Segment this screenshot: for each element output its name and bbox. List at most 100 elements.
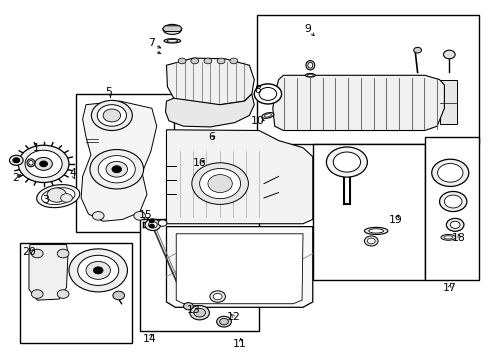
Circle shape [31,290,43,298]
Bar [439,80,456,125]
Circle shape [40,161,47,167]
Circle shape [78,255,119,285]
Circle shape [13,158,20,163]
Circle shape [158,220,166,226]
Text: 4: 4 [69,168,76,178]
Circle shape [216,316,231,327]
Circle shape [148,222,157,228]
Circle shape [254,84,281,104]
Circle shape [31,249,43,258]
Circle shape [449,221,459,228]
Circle shape [190,58,198,64]
Circle shape [57,290,69,298]
Ellipse shape [41,188,75,204]
Bar [312,144,424,280]
Polygon shape [272,75,444,131]
Text: 6: 6 [207,132,214,142]
Text: 3: 3 [42,195,49,205]
Circle shape [57,249,69,258]
Circle shape [103,109,121,122]
Circle shape [366,238,374,244]
Bar [20,243,132,343]
Circle shape [209,291,225,302]
Circle shape [219,319,228,325]
Circle shape [145,219,160,230]
Circle shape [443,50,454,59]
Text: 7: 7 [148,38,155,48]
Text: 14: 14 [142,333,156,343]
Circle shape [189,306,209,320]
Circle shape [98,156,135,183]
Circle shape [106,161,127,177]
Ellipse shape [443,236,452,239]
Polygon shape [162,26,182,32]
Ellipse shape [264,114,271,117]
Ellipse shape [29,161,33,165]
Polygon shape [81,101,157,221]
Circle shape [92,212,104,220]
Circle shape [90,149,143,189]
Ellipse shape [440,234,455,240]
Ellipse shape [163,39,180,43]
Ellipse shape [305,73,315,77]
Circle shape [332,152,360,172]
Ellipse shape [305,60,314,70]
Text: 16: 16 [192,158,206,168]
Circle shape [61,194,72,202]
Polygon shape [165,94,254,127]
Text: 10: 10 [250,116,264,126]
Text: 20: 20 [22,247,36,257]
Bar [424,137,478,280]
Ellipse shape [307,62,312,68]
Circle shape [149,219,154,223]
Circle shape [326,147,366,177]
Circle shape [217,58,224,64]
Circle shape [431,159,468,186]
Circle shape [93,267,103,274]
Circle shape [9,155,23,165]
Circle shape [134,212,145,220]
Bar [76,94,173,232]
Circle shape [69,249,127,292]
Circle shape [35,157,52,170]
Circle shape [446,219,463,231]
Circle shape [199,168,240,199]
Text: 13: 13 [186,305,200,315]
Polygon shape [176,234,303,304]
Text: 8: 8 [254,85,261,95]
Circle shape [437,163,462,182]
Circle shape [444,195,461,208]
Text: 5: 5 [105,87,112,97]
Ellipse shape [27,159,35,167]
Circle shape [413,47,421,53]
Polygon shape [166,58,254,105]
Circle shape [97,105,126,126]
Circle shape [203,58,211,64]
Circle shape [193,309,205,317]
Ellipse shape [166,40,177,42]
Circle shape [91,100,132,131]
Circle shape [229,58,237,64]
Circle shape [113,291,124,300]
Circle shape [178,58,185,64]
Ellipse shape [261,113,273,118]
Text: 2: 2 [12,173,19,183]
Polygon shape [29,244,68,300]
Polygon shape [166,130,312,224]
Bar [256,15,478,144]
Ellipse shape [364,227,387,234]
Circle shape [18,145,69,183]
Circle shape [364,236,377,246]
Text: 9: 9 [304,24,311,35]
Text: 17: 17 [442,283,456,293]
Bar [176,148,264,220]
Circle shape [191,163,248,204]
Text: 11: 11 [232,339,246,349]
Circle shape [86,261,110,279]
Circle shape [183,303,193,310]
Bar [195,262,293,300]
Ellipse shape [37,185,80,208]
Circle shape [25,150,62,177]
Text: 15: 15 [139,210,153,220]
Circle shape [47,188,66,202]
